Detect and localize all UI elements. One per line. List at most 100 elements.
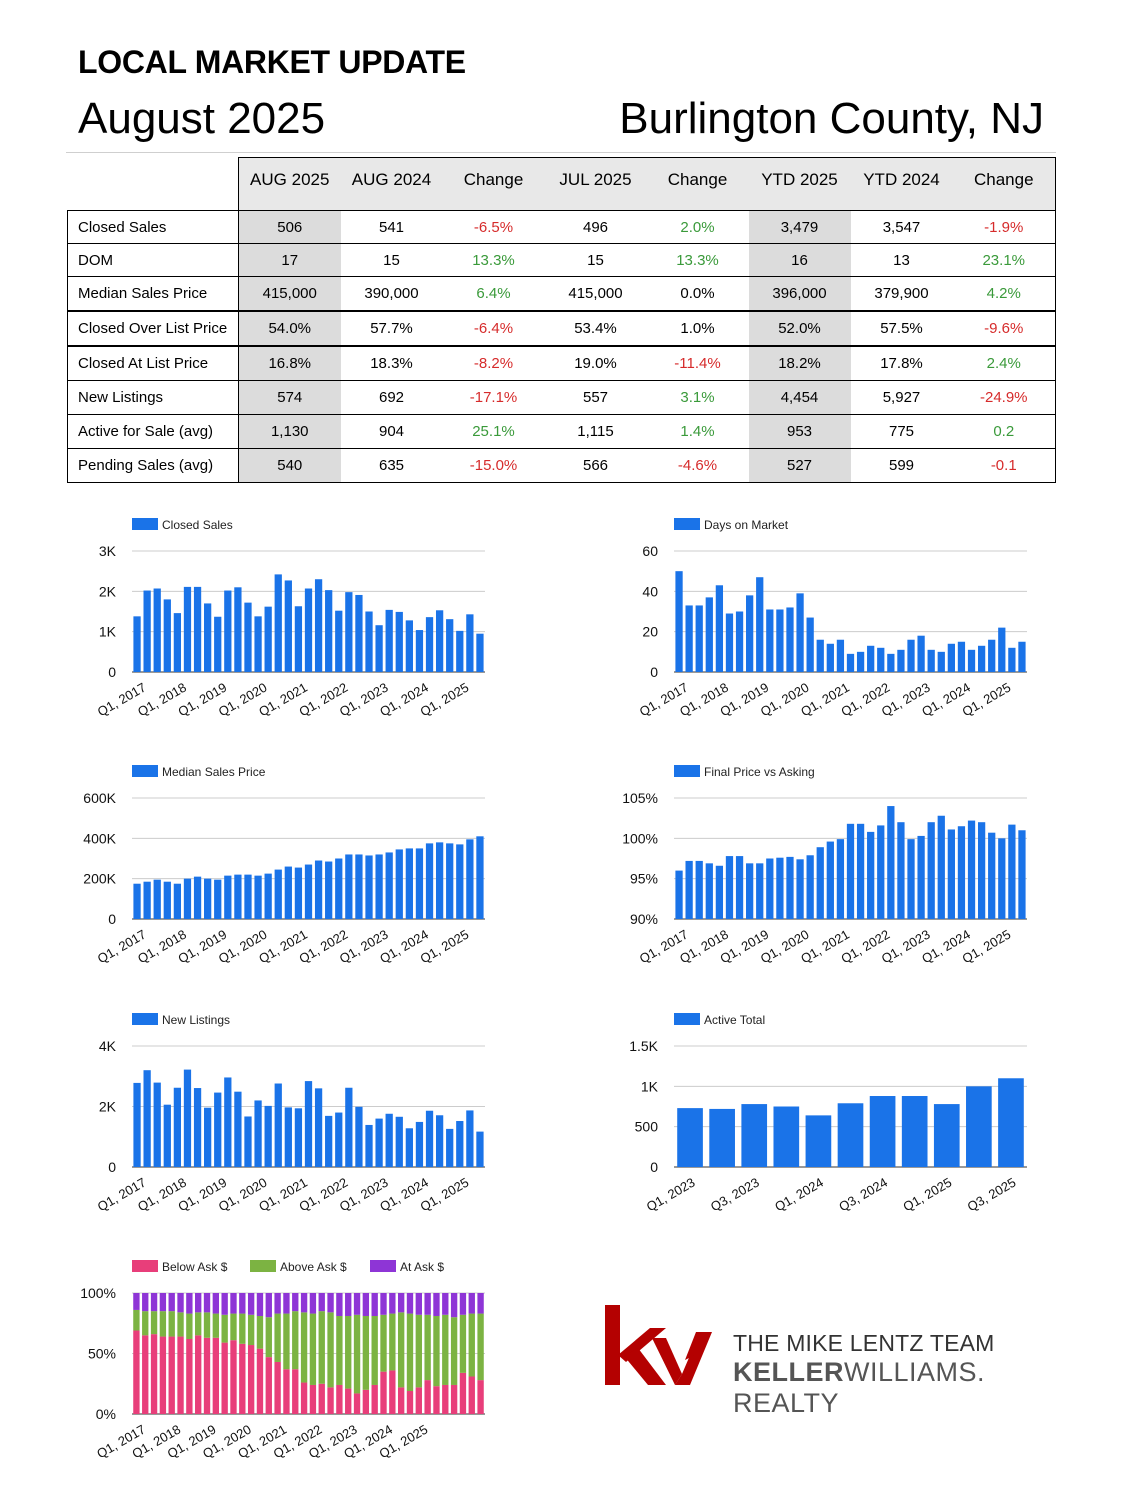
bar-segment — [477, 1313, 484, 1381]
bar-segment — [300, 1293, 308, 1313]
bar — [715, 865, 724, 919]
legend-label: Closed Sales — [162, 518, 233, 532]
table-cell: 2.4% — [952, 344, 1056, 381]
bar — [304, 588, 313, 672]
bar — [395, 849, 403, 919]
bar — [685, 605, 693, 672]
bar — [425, 617, 434, 672]
bar — [927, 649, 935, 672]
bar — [867, 831, 875, 919]
legend-swatch — [132, 1260, 158, 1272]
bar — [204, 878, 212, 919]
bar-segment — [247, 1293, 255, 1315]
bar-segment — [424, 1314, 431, 1381]
table-cell: -9.6% — [952, 309, 1056, 346]
new-listings-chart: New Listings 0 2K 4K Q1, 2017 Q1, 2018 Q1, 201… — [70, 1003, 500, 1228]
bar — [163, 1104, 171, 1167]
bar-segment — [230, 1313, 237, 1341]
table-cell: 0.0% — [646, 276, 749, 311]
bar — [153, 1082, 161, 1167]
bar — [425, 843, 434, 919]
bar — [967, 649, 976, 672]
bar — [756, 577, 764, 672]
bar — [284, 580, 292, 672]
bar-segment — [327, 1293, 334, 1313]
table-cell: 3.1% — [646, 380, 749, 415]
table-cell: 2.0% — [646, 210, 749, 244]
table-cell: 1.4% — [646, 414, 749, 449]
table-cell: 390,000 — [340, 276, 443, 311]
bar — [1018, 830, 1026, 919]
bar — [705, 597, 713, 672]
bar-segment — [424, 1293, 431, 1315]
bar — [476, 836, 484, 919]
days-on-market-chart: Days on Market 0 20 40 60 Q1, 2017 Q1, 2018 Q1,… — [612, 508, 1042, 733]
bar-segment — [406, 1391, 414, 1414]
bar — [234, 1091, 242, 1167]
column-header: YTD 2024 — [850, 157, 953, 211]
bar — [264, 873, 272, 919]
bar-segment — [177, 1312, 184, 1337]
table-cell: 496 — [544, 210, 647, 244]
bar-segment — [283, 1313, 290, 1370]
bar-segment — [150, 1334, 158, 1414]
column-header: Change — [952, 157, 1056, 211]
y-tick-label: 1K — [99, 624, 117, 640]
active-total-chart: Active Total 0 500 1K 1.5K Q1, 2023 Q3, 2023 Q1… — [612, 1003, 1042, 1228]
bar — [415, 630, 424, 672]
bar — [967, 820, 976, 919]
x-tick-label: Q1, 2024 — [772, 1175, 826, 1215]
legend-swatch — [370, 1260, 396, 1272]
bar-segment — [450, 1384, 458, 1414]
bar — [244, 1116, 252, 1167]
bar — [957, 641, 966, 672]
bar — [705, 863, 713, 919]
bar-segment — [397, 1293, 405, 1313]
bar — [143, 1070, 151, 1167]
legend-swatch — [132, 765, 158, 777]
bar — [766, 609, 774, 672]
bar — [856, 651, 865, 672]
bar-segment — [150, 1311, 158, 1335]
table-cell: 25.1% — [442, 414, 545, 449]
bar — [173, 883, 182, 919]
y-tick-label: 0 — [108, 1159, 116, 1175]
table-cell: 52.0% — [748, 309, 851, 346]
bar-segment — [345, 1388, 352, 1414]
bar — [957, 826, 966, 919]
legend-swatch — [674, 518, 700, 530]
table-cell: 1,115 — [544, 414, 647, 449]
bar-segment — [212, 1313, 220, 1338]
y-tick-label: 90% — [630, 911, 658, 927]
bar-segment — [389, 1293, 396, 1314]
sale-vs-ask-share-svg: Below Ask $ Above Ask $ At Ask $0%50%100%Q… — [80, 1260, 485, 1461]
bar — [947, 829, 955, 919]
bar — [244, 874, 252, 919]
table-cell: 13.3% — [646, 243, 749, 277]
bar — [741, 1104, 768, 1167]
bar-segment — [256, 1348, 264, 1414]
x-tick-label: Q1, 2025 — [900, 1175, 954, 1215]
bar — [988, 639, 996, 672]
y-tick-label: 500 — [635, 1119, 659, 1135]
bar-segment — [203, 1312, 211, 1338]
bar-segment — [247, 1345, 255, 1414]
bar-segment — [433, 1386, 440, 1414]
bar — [897, 649, 905, 672]
bar — [877, 647, 885, 672]
bar — [988, 832, 996, 919]
table-row: DOM 17 15 13.3% 15 13.3% 16 13 23.1% — [67, 243, 1056, 277]
bar-segment — [256, 1293, 264, 1316]
bar — [826, 841, 834, 919]
bar — [446, 619, 454, 672]
bar-segment — [221, 1314, 228, 1343]
bar-segment — [283, 1293, 290, 1314]
bar-segment — [142, 1311, 149, 1336]
y-tick-label: 1K — [641, 1078, 659, 1094]
y-tick-label: 3K — [99, 543, 117, 559]
table-cell: -17.1% — [442, 380, 545, 415]
bar — [933, 1104, 960, 1167]
legend-swatch — [132, 1013, 158, 1025]
bar — [725, 856, 734, 919]
bar-segment — [406, 1293, 414, 1314]
